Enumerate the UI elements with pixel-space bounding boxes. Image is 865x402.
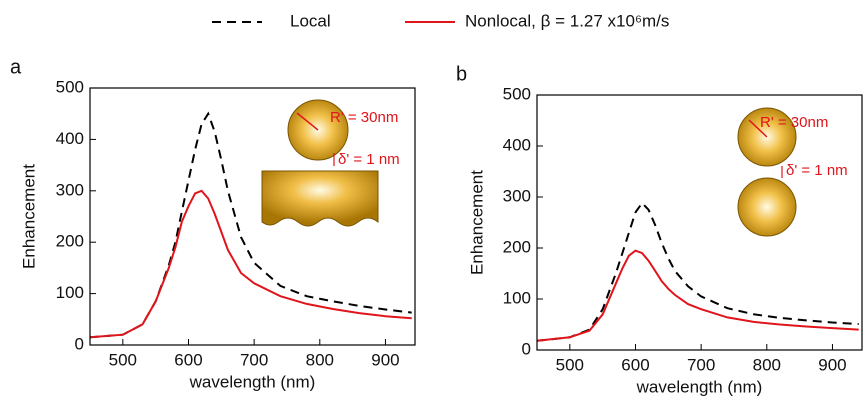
plot-frame — [536, 94, 863, 351]
x-tick-label: 600 — [621, 355, 649, 374]
series-line — [89, 189, 412, 339]
y-tick-label: 400 — [56, 129, 84, 148]
annotation: R' = 30nm — [760, 114, 828, 131]
x-tick-label: 700 — [240, 350, 268, 369]
y-tick-label: 200 — [56, 232, 84, 251]
x-axis-label: wavelength (nm) — [189, 372, 316, 391]
y-tick-label: 200 — [503, 237, 531, 256]
series-line — [536, 201, 859, 342]
y-axis-label: Enhancement — [467, 170, 486, 275]
y-tick-label: 100 — [56, 283, 84, 302]
inset-a — [261, 99, 379, 227]
x-tick-label: 800 — [753, 355, 781, 374]
annotation: R' = 30nm — [330, 109, 398, 126]
x-tick-label: 500 — [109, 350, 137, 369]
legend-label: Nonlocal, β = 1.27 x10⁶m/s — [465, 11, 669, 30]
y-tick-label: 300 — [503, 186, 531, 205]
inset-b — [737, 107, 797, 237]
series-line — [536, 249, 859, 342]
series-line — [89, 111, 412, 339]
y-tick-label: 100 — [503, 288, 531, 307]
y-tick-label: 500 — [503, 84, 531, 103]
legend-label: Local — [290, 11, 331, 30]
y-axis-label: Enhancement — [19, 164, 38, 269]
plot-frame — [89, 87, 416, 346]
y-tick-label: 400 — [503, 135, 531, 154]
x-tick-label: 900 — [371, 350, 399, 369]
y-tick-label: 300 — [56, 180, 84, 199]
panel-label: b — [456, 63, 467, 85]
x-tick-label: 800 — [306, 350, 334, 369]
y-tick-label: 500 — [56, 77, 84, 96]
panel-label: a — [10, 56, 22, 78]
y-tick-label: 0 — [75, 334, 84, 353]
x-tick-label: 700 — [687, 355, 715, 374]
y-tick-label: 0 — [522, 339, 531, 358]
x-tick-label: 500 — [556, 355, 584, 374]
x-tick-label: 900 — [818, 355, 846, 374]
annotation: δ' = 1 nm — [338, 151, 400, 168]
annotation: δ' = 1 nm — [786, 162, 848, 179]
x-tick-label: 600 — [174, 350, 202, 369]
x-axis-label: wavelength (nm) — [636, 377, 763, 396]
